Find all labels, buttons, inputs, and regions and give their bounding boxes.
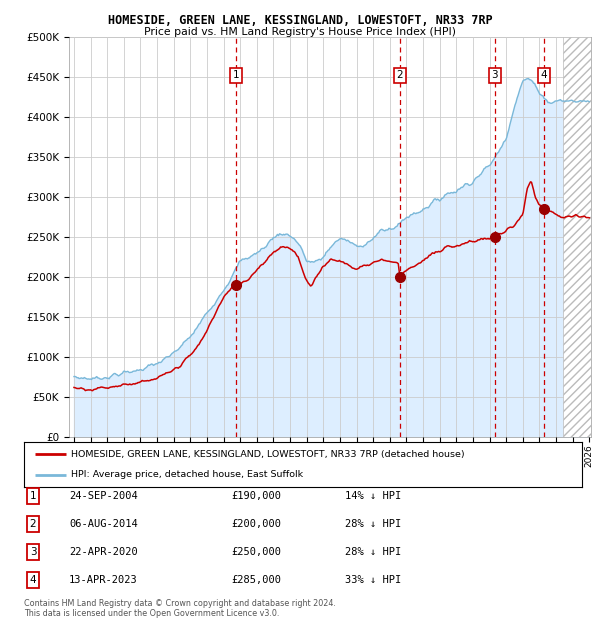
Text: 2: 2 xyxy=(29,519,37,529)
Text: £250,000: £250,000 xyxy=(231,547,281,557)
Text: 28% ↓ HPI: 28% ↓ HPI xyxy=(345,519,401,529)
Text: Price paid vs. HM Land Registry's House Price Index (HPI): Price paid vs. HM Land Registry's House … xyxy=(144,27,456,37)
Text: 24-SEP-2004: 24-SEP-2004 xyxy=(69,491,138,501)
Text: £190,000: £190,000 xyxy=(231,491,281,501)
Text: 28% ↓ HPI: 28% ↓ HPI xyxy=(345,547,401,557)
Text: 1: 1 xyxy=(232,70,239,80)
Text: 22-APR-2020: 22-APR-2020 xyxy=(69,547,138,557)
Text: 14% ↓ HPI: 14% ↓ HPI xyxy=(345,491,401,501)
Text: 3: 3 xyxy=(491,70,498,80)
Text: £200,000: £200,000 xyxy=(231,519,281,529)
Text: 33% ↓ HPI: 33% ↓ HPI xyxy=(345,575,401,585)
Text: £285,000: £285,000 xyxy=(231,575,281,585)
Text: 2: 2 xyxy=(397,70,403,80)
Text: 06-AUG-2014: 06-AUG-2014 xyxy=(69,519,138,529)
Text: 4: 4 xyxy=(541,70,547,80)
Text: 3: 3 xyxy=(29,547,37,557)
Text: HOMESIDE, GREEN LANE, KESSINGLAND, LOWESTOFT, NR33 7RP (detached house): HOMESIDE, GREEN LANE, KESSINGLAND, LOWES… xyxy=(71,450,465,459)
Text: 1: 1 xyxy=(29,491,37,501)
Text: Contains HM Land Registry data © Crown copyright and database right 2024.
This d: Contains HM Land Registry data © Crown c… xyxy=(24,599,336,618)
Text: 13-APR-2023: 13-APR-2023 xyxy=(69,575,138,585)
Text: HPI: Average price, detached house, East Suffolk: HPI: Average price, detached house, East… xyxy=(71,470,304,479)
Text: 4: 4 xyxy=(29,575,37,585)
Text: HOMESIDE, GREEN LANE, KESSINGLAND, LOWESTOFT, NR33 7RP: HOMESIDE, GREEN LANE, KESSINGLAND, LOWES… xyxy=(107,14,493,27)
